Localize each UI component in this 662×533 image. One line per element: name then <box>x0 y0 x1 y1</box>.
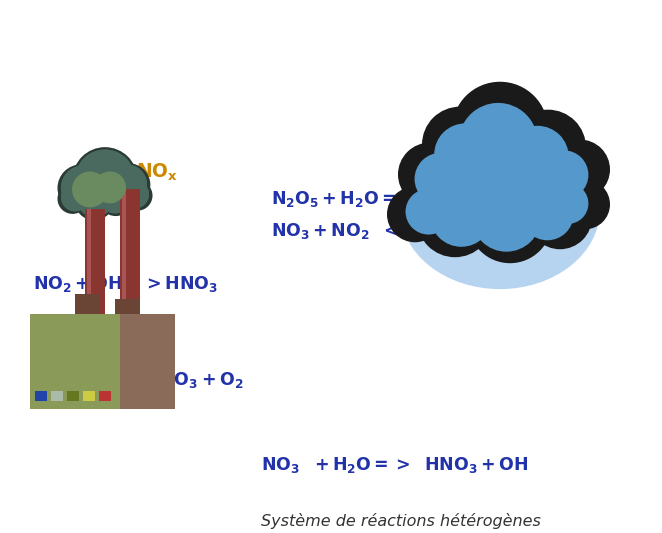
Polygon shape <box>87 209 91 334</box>
Circle shape <box>107 163 150 206</box>
Circle shape <box>61 165 105 209</box>
Circle shape <box>58 184 88 214</box>
Circle shape <box>459 103 538 181</box>
Polygon shape <box>83 391 95 401</box>
Text: $\mathbf{N_2O_5 + H_2O => 2\ HNO_3}$: $\mathbf{N_2O_5 + H_2O => 2\ HNO_3}$ <box>271 189 493 209</box>
Circle shape <box>77 181 113 217</box>
Circle shape <box>107 165 147 204</box>
Polygon shape <box>30 314 120 409</box>
Circle shape <box>94 172 126 204</box>
Circle shape <box>121 181 149 208</box>
Circle shape <box>510 110 586 185</box>
Circle shape <box>540 150 589 199</box>
Circle shape <box>61 183 89 212</box>
Polygon shape <box>115 299 140 314</box>
Circle shape <box>430 184 493 247</box>
Polygon shape <box>120 314 175 409</box>
Circle shape <box>506 126 569 188</box>
Circle shape <box>434 123 496 185</box>
Circle shape <box>521 188 574 240</box>
Polygon shape <box>67 391 79 401</box>
Polygon shape <box>120 189 140 334</box>
Polygon shape <box>99 391 111 401</box>
Circle shape <box>99 182 133 216</box>
Text: $\mathbf{NO_3\ \ + H_2O =>\ \ HNO_3 + OH}$: $\mathbf{NO_3\ \ + H_2O =>\ \ HNO_3 + OH… <box>261 455 529 475</box>
Circle shape <box>99 181 131 213</box>
Circle shape <box>445 135 535 224</box>
Circle shape <box>472 183 541 252</box>
Circle shape <box>99 181 131 213</box>
Circle shape <box>121 181 149 208</box>
Text: $\mathbf{NO_2 + O_3 => NO_3 + O_2}$: $\mathbf{NO_2 + O_3 => NO_3 + O_2}$ <box>33 370 244 390</box>
Circle shape <box>468 180 552 263</box>
Circle shape <box>550 140 610 199</box>
Circle shape <box>107 165 147 204</box>
Text: $\mathbf{NO_x}$: $\mathbf{NO_x}$ <box>136 162 178 183</box>
Circle shape <box>510 167 568 224</box>
Circle shape <box>387 187 443 243</box>
Polygon shape <box>35 391 47 401</box>
Circle shape <box>452 82 548 177</box>
Polygon shape <box>122 189 126 334</box>
Circle shape <box>72 172 108 207</box>
Text: $\mathbf{NO_2 + OH => HNO_3}$: $\mathbf{NO_2 + OH => HNO_3}$ <box>33 274 218 294</box>
Circle shape <box>453 146 527 220</box>
Circle shape <box>417 181 493 257</box>
Text: $\mathbf{NO_3 + NO_2\ \ <=>\ \ N_2O_5}$: $\mathbf{NO_3 + NO_2\ \ <=>\ \ N_2O_5}$ <box>271 221 504 241</box>
Circle shape <box>77 181 113 217</box>
Circle shape <box>547 183 589 224</box>
Circle shape <box>422 107 498 182</box>
Circle shape <box>61 183 89 212</box>
Circle shape <box>398 142 462 206</box>
Circle shape <box>515 159 585 229</box>
Circle shape <box>406 189 451 235</box>
Circle shape <box>73 147 138 212</box>
Text: Système de réactions hétérogènes: Système de réactions hétérogènes <box>261 513 540 529</box>
Circle shape <box>122 181 152 211</box>
Circle shape <box>75 150 135 209</box>
Polygon shape <box>75 294 100 314</box>
Ellipse shape <box>400 130 600 289</box>
Circle shape <box>414 153 467 205</box>
Circle shape <box>75 150 135 209</box>
Polygon shape <box>51 391 63 401</box>
Circle shape <box>61 165 105 209</box>
Circle shape <box>75 182 114 220</box>
Circle shape <box>58 164 105 212</box>
Polygon shape <box>85 209 105 334</box>
Circle shape <box>528 185 592 249</box>
Circle shape <box>560 180 610 229</box>
